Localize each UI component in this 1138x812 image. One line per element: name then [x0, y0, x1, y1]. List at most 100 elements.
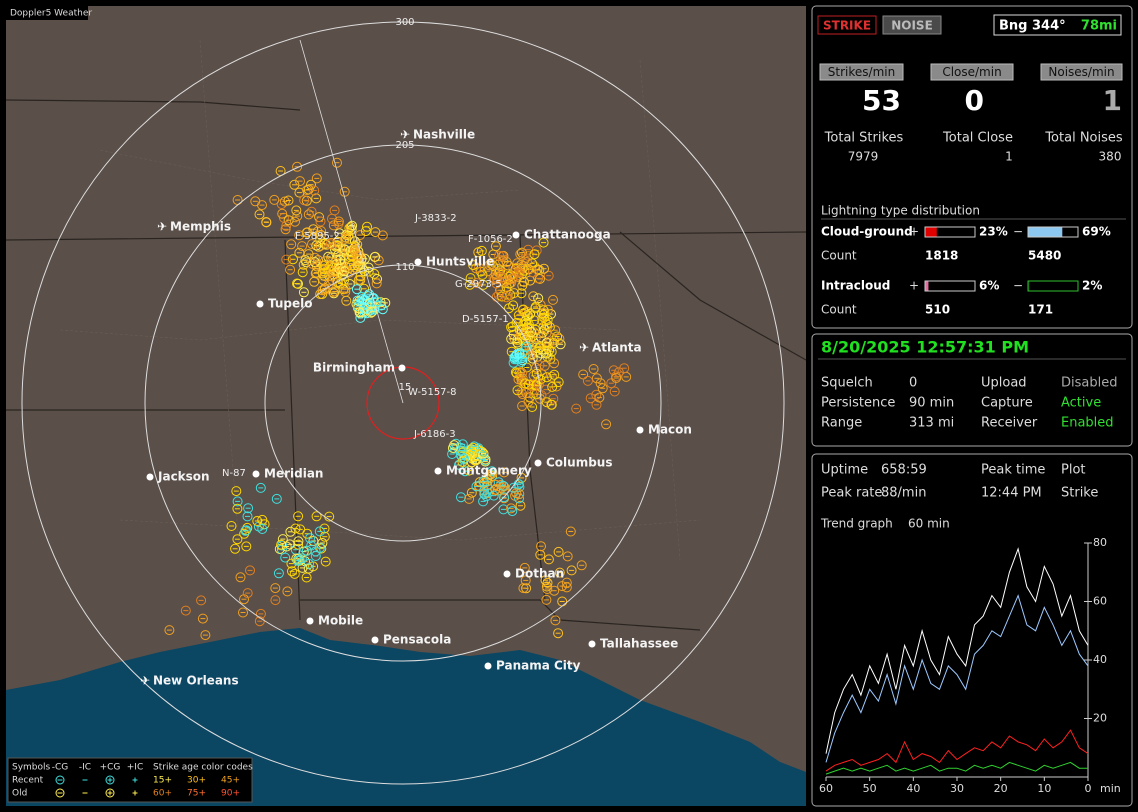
strike-symbol — [281, 254, 292, 265]
strike-symbol — [454, 459, 465, 470]
strike-symbol — [325, 239, 336, 250]
panel-counts — [811, 5, 1133, 329]
strike-symbol — [226, 521, 237, 531]
strike-symbol — [476, 245, 487, 256]
strike-symbol — [309, 257, 320, 268]
strike-symbol — [506, 333, 517, 344]
city-label: Panama City — [496, 659, 581, 673]
strike-symbol — [313, 255, 324, 266]
strike-symbol — [534, 265, 545, 275]
trend-label: Trend graph — [820, 517, 893, 531]
strike-symbol — [501, 282, 512, 293]
strike-symbol — [235, 572, 246, 583]
legend-symbol — [55, 788, 65, 798]
strike-symbol — [535, 342, 545, 353]
sign: − — [1013, 279, 1023, 293]
strike-symbol — [578, 369, 589, 380]
legend-age: 60+ — [153, 789, 172, 799]
count-label: Count — [821, 249, 857, 263]
strike-symbol — [308, 224, 319, 235]
strike-symbol — [232, 496, 243, 507]
strike-symbol — [609, 386, 620, 397]
strike-button[interactable] — [817, 15, 877, 35]
strike-symbol — [501, 292, 512, 303]
city-dot — [252, 470, 260, 478]
info-cell: Disabled — [1061, 376, 1117, 391]
city-label: Memphis — [170, 220, 231, 234]
strike-symbol — [499, 492, 509, 503]
strike-symbol — [355, 274, 366, 285]
strike-symbol — [292, 211, 303, 222]
strike-symbol — [356, 253, 367, 264]
strike-symbol — [305, 533, 315, 544]
strike-symbol — [517, 389, 528, 400]
strike-symbol — [542, 577, 553, 588]
count-value: 1818 — [925, 249, 958, 263]
strike-symbol — [295, 176, 305, 187]
legend-symbol — [105, 775, 115, 785]
strike-symbol — [503, 260, 514, 271]
total-label: Total Strikes — [824, 131, 904, 146]
noise-button[interactable] — [882, 15, 942, 35]
strike-symbol — [311, 173, 322, 184]
y-tick-label: 40 — [1093, 653, 1107, 666]
strike-symbol — [164, 625, 175, 636]
strike-symbol — [311, 511, 322, 522]
info-cell: Capture — [981, 396, 1033, 411]
strike-symbol — [310, 546, 321, 557]
counter-label-box — [1040, 63, 1123, 81]
strike-symbol — [527, 353, 538, 364]
strike-symbol — [548, 294, 558, 305]
strike-symbol — [315, 229, 326, 240]
strike-symbol — [197, 613, 208, 624]
legend-box — [7, 757, 253, 803]
strike-symbol — [504, 303, 514, 314]
distribution-title: Lightning type distribution — [821, 204, 980, 218]
city-dot — [434, 467, 442, 475]
strike-symbol — [253, 521, 264, 532]
strike-symbol — [474, 262, 485, 273]
strike-symbol — [523, 311, 534, 322]
info-cell: Upload — [981, 376, 1027, 391]
strike-symbol — [250, 196, 261, 207]
strike-symbol — [516, 288, 527, 299]
strike-symbol — [529, 249, 540, 260]
strike-symbol — [353, 250, 363, 261]
info-cell: 0 — [909, 376, 917, 391]
strike-symbol — [294, 230, 305, 241]
strike-symbol — [357, 294, 368, 305]
strike-symbol — [242, 511, 253, 522]
legend-symbol — [105, 788, 115, 798]
strike-symbol — [476, 450, 487, 461]
stat-cell: Peak time — [981, 463, 1045, 478]
range-label: 300 — [395, 17, 414, 28]
strike-symbol — [496, 272, 507, 283]
strike-symbol — [518, 319, 529, 330]
city-label: Montgomery — [446, 464, 532, 478]
strike-symbol — [371, 278, 382, 289]
strike-symbol — [311, 267, 322, 278]
legend-age: 90+ — [221, 789, 240, 799]
strike-symbol — [335, 242, 346, 253]
airport-icon: ✈ — [157, 220, 167, 234]
counter-label: Close/min — [942, 65, 1001, 79]
strike-symbol — [292, 278, 302, 289]
strike-symbol — [373, 255, 384, 266]
total-value: 1 — [1005, 150, 1013, 164]
strike-symbol — [371, 296, 382, 307]
range-label: 110 — [395, 262, 414, 273]
x-tick-label: 0 — [1085, 782, 1092, 795]
strike-symbol — [289, 568, 300, 579]
strike-symbol — [490, 241, 501, 252]
strike-symbol — [340, 232, 351, 243]
city-label: New Orleans — [153, 674, 239, 688]
city-dot — [636, 426, 644, 434]
strike-symbol — [360, 226, 371, 237]
strike-symbol — [279, 196, 290, 207]
counter-label-box — [930, 63, 1014, 81]
strike-symbol — [341, 295, 352, 306]
info-cell: Persistence — [821, 396, 895, 411]
strike-id: W-5157-8 — [408, 387, 457, 398]
strike-symbol — [283, 215, 294, 226]
